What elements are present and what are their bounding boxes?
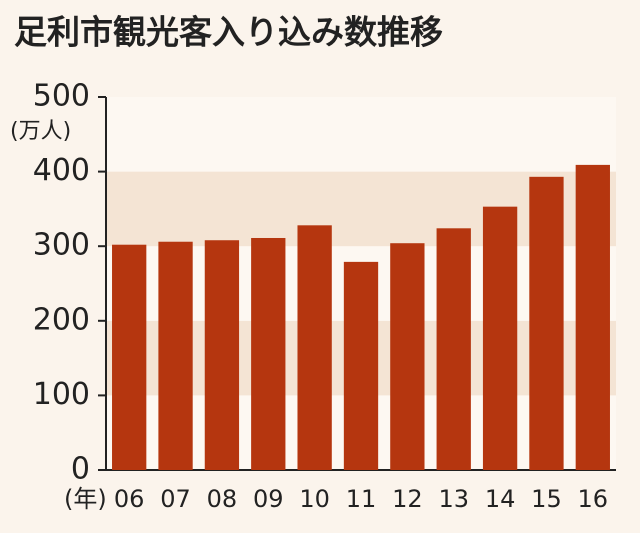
x-tick-label: 08 xyxy=(207,485,238,513)
bar xyxy=(529,176,564,470)
bar xyxy=(204,240,240,470)
x-tick-label: 12 xyxy=(392,485,423,513)
x-tick-label: 06 xyxy=(114,485,145,513)
bar xyxy=(482,206,518,471)
y-tick-label: 0 xyxy=(71,452,90,487)
y-tick-label: 100 xyxy=(33,377,90,412)
chart-title: 足利市観光客入り込み数推移 xyxy=(14,13,443,52)
x-tick-label: 16 xyxy=(578,485,609,513)
x-tick-label: 11 xyxy=(346,485,377,513)
grid-band xyxy=(106,97,616,172)
x-tick-label: 14 xyxy=(485,485,516,513)
y-tick-label: 400 xyxy=(33,153,90,188)
x-tick-label: 07 xyxy=(160,485,191,513)
bar xyxy=(436,228,471,470)
x-tick-label: 13 xyxy=(438,485,469,513)
x-tick-label: 15 xyxy=(531,485,562,513)
bar xyxy=(575,164,610,471)
y-tick-label: 300 xyxy=(33,228,90,263)
x-tick-label: 10 xyxy=(299,485,330,513)
bar xyxy=(251,237,286,470)
x-unit: (年) xyxy=(64,485,107,513)
y-tick-label: 200 xyxy=(33,302,90,337)
bar xyxy=(390,243,425,470)
x-tick-label: 09 xyxy=(253,485,284,513)
bar xyxy=(112,244,147,470)
bar xyxy=(158,241,193,470)
y-tick-label: 500 xyxy=(33,79,90,114)
bar xyxy=(343,261,379,470)
bar xyxy=(297,225,332,470)
y-unit: (万人) xyxy=(10,119,71,144)
